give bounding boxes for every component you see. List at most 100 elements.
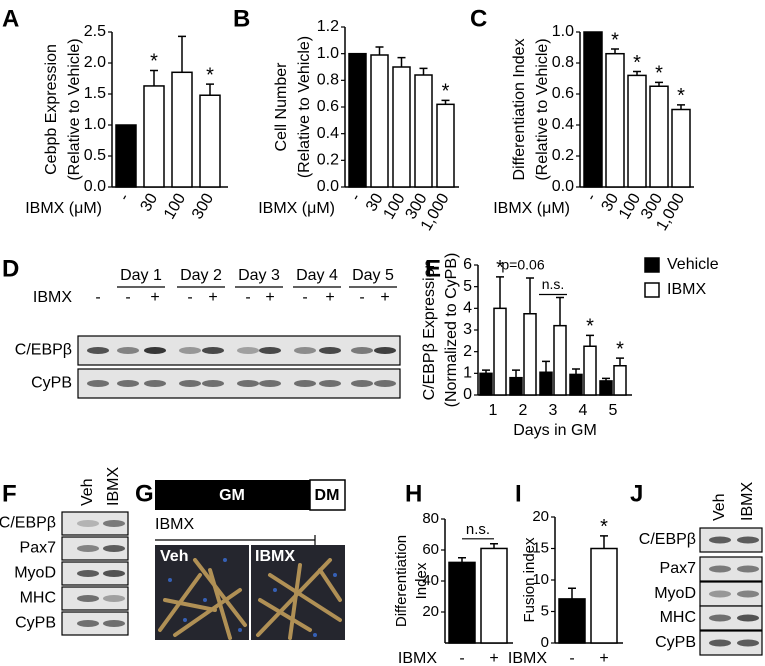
day-label: Day 5: [352, 267, 394, 284]
bar: [613, 365, 627, 396]
panel-label: J: [630, 480, 643, 507]
x-tick-label: 300: [189, 191, 217, 223]
lane-label: Veh: [79, 478, 96, 506]
y-tick-label: 0: [463, 386, 472, 403]
blot-row-label: CyPB: [31, 375, 72, 392]
bar: [370, 54, 389, 188]
y-tick-label: 15: [532, 539, 549, 556]
blot-band: [737, 639, 759, 647]
error-bar: [556, 296, 564, 326]
y-tick-label: 5: [463, 278, 472, 295]
error-bar: [150, 69, 158, 86]
error-bar: [490, 543, 498, 549]
lane-label: -: [302, 289, 307, 306]
blot-band: [77, 545, 99, 552]
x-tick-label: 4: [579, 402, 588, 419]
error-bar: [616, 357, 624, 366]
bar: [558, 598, 586, 644]
nuclei: [168, 558, 337, 637]
y-tick-label: 0.0: [317, 178, 339, 195]
x-tick-label: -: [583, 191, 600, 204]
error-bar: [600, 535, 608, 549]
phase-label: GM: [219, 487, 245, 504]
y-tick-label: 0.2: [552, 147, 574, 164]
y-tick-label: 20: [532, 508, 549, 525]
y-axis-label: Differentiation Index: [511, 38, 528, 180]
blot-band: [117, 380, 139, 387]
blot-band: [103, 570, 125, 577]
bar: [171, 71, 193, 188]
image-label: Veh: [160, 548, 188, 565]
blot-row-label: MHC: [660, 609, 696, 626]
y-axis-label: Differentiation: [393, 535, 410, 627]
x-tick-label: 2: [519, 402, 528, 419]
y-tick-label: 80: [422, 510, 439, 527]
annotation: *: [150, 51, 158, 73]
blot-row-label: CyPB: [15, 615, 56, 632]
blot-band: [77, 520, 99, 527]
blot-band: [709, 590, 731, 598]
blot-band: [237, 347, 259, 354]
y-axis-label: Index: [413, 562, 430, 599]
y-tick-label: 20: [422, 603, 439, 620]
blot-row-label: Pax7: [20, 540, 57, 557]
treatment-label: IBMX: [155, 516, 194, 533]
treatment-line: [155, 535, 316, 545]
error-bar: [458, 557, 466, 563]
y-axis-label: (Normalized to CyPB): [443, 253, 460, 408]
y-tick-label: 5: [541, 602, 549, 619]
lane-label: +: [265, 289, 274, 306]
x-tick-label: 30: [137, 191, 161, 215]
y-tick-label: 1.0: [317, 45, 339, 62]
lane-label: +: [150, 289, 159, 306]
bar: [671, 108, 691, 188]
y-axis-label: Cebpb Expression: [43, 44, 60, 175]
annotation: *: [206, 64, 214, 86]
legend-label: Vehicle: [667, 256, 719, 273]
blot-row-label: C/EBPβ: [639, 531, 696, 548]
y-tick-label: 0.4: [317, 125, 339, 142]
error-bar: [602, 377, 610, 381]
y-tick-label: 2.5: [84, 23, 106, 40]
y-tick-label: 2: [463, 343, 472, 360]
lane-label: -: [187, 289, 192, 306]
x-axis-label: IBMX (μM): [493, 200, 570, 217]
error-bar: [526, 277, 534, 314]
blot-band: [259, 380, 281, 387]
error-bar: [496, 276, 504, 309]
x-tick-label: -: [459, 650, 464, 666]
bar: [493, 307, 507, 396]
myotubes: [158, 558, 342, 640]
x-tick-label: 1: [489, 402, 498, 419]
y-tick-label: 0.4: [552, 116, 574, 133]
blot-band: [103, 620, 125, 627]
lane-label: -: [125, 289, 130, 306]
error-bar: [397, 56, 406, 67]
error-bar: [206, 83, 214, 96]
error-bar: [611, 48, 619, 54]
y-tick-label: 0.0: [84, 178, 106, 195]
y-tick-label: 60: [422, 541, 439, 558]
panel-label: A: [2, 5, 19, 32]
y-tick-label: 0.6: [317, 98, 339, 115]
bar: [627, 74, 647, 188]
y-axis-label: (Relative to Vehicle): [66, 38, 83, 180]
lane-label: +: [380, 289, 389, 306]
error-bar: [178, 35, 186, 73]
x-axis-label: IBMX (μM): [25, 200, 102, 217]
blot-band: [294, 347, 316, 354]
annotation: n.s.: [466, 521, 490, 538]
blot-band: [709, 536, 731, 544]
lane-label: Veh: [711, 493, 728, 521]
bar: [414, 74, 433, 188]
lane-label: +: [208, 289, 217, 306]
bar: [479, 372, 493, 396]
lane-label: -: [245, 289, 250, 306]
blot-band: [374, 347, 396, 354]
legend-label: IBMX: [667, 281, 706, 298]
blot-row-label: C/EBPβ: [15, 342, 72, 359]
blot-row-label: C/EBPβ: [0, 515, 56, 532]
bar: [569, 373, 583, 396]
blot-band: [77, 620, 99, 627]
annotation: *: [442, 81, 450, 103]
